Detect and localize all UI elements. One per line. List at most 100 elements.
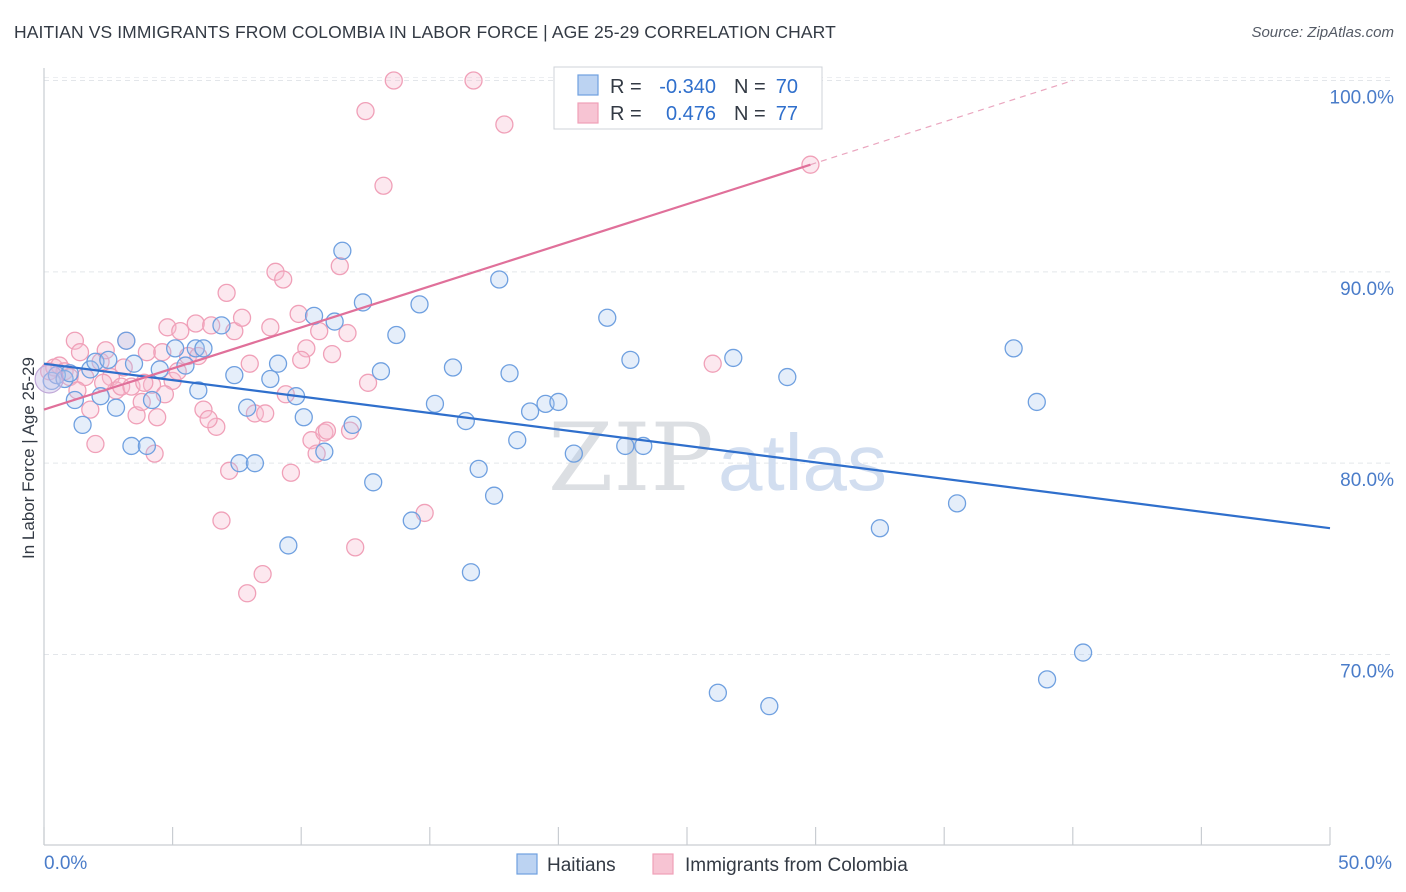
point-haitians [549,392,568,412]
point-haitians [402,511,421,530]
point-haitians [186,339,205,358]
point-colombia [297,339,316,358]
point-colombia [274,270,293,289]
point-haitians [469,459,488,479]
point-colombia [315,423,334,442]
point-haitians [364,473,383,492]
point-haitians [708,683,728,702]
point-haitians [598,308,617,327]
point-colombia [346,538,365,557]
point-haitians [99,350,118,369]
point-colombia [148,408,167,427]
y-tick-label-100: 100.0% [1330,88,1395,109]
stats-box-frame [553,66,823,130]
point-haitians [194,339,213,358]
watermark-zip: ZIP [548,404,714,513]
point-colombia [384,71,403,90]
point-haitians [142,390,162,410]
point-colombia [238,584,257,603]
point-colombia [266,262,285,281]
point-haitians [238,398,257,417]
point-haitians [137,436,157,456]
point-colombia [495,115,514,134]
point-colombia [261,318,280,337]
point-colombia [289,304,308,324]
series-colombia-points [39,71,820,603]
point-haitians [616,436,635,456]
point-haitians [189,381,208,400]
point-colombia [186,314,205,333]
point-colombia [256,404,275,423]
legend-swatch-haitians [516,853,538,875]
stats-n-value-2: 77 [776,103,798,125]
point-haitians [1004,339,1023,358]
point-colombia [292,350,311,369]
point-colombia [81,400,100,419]
point-haitians [230,454,249,473]
legend-swatch-colombia [652,853,674,875]
point-haitians [564,444,583,463]
point-haitians [870,519,890,538]
point-colombia [703,354,722,373]
point-colombia [127,406,146,425]
point-overlap-cluster [34,364,64,394]
point-haitians [176,356,195,375]
point-haitians [1027,392,1046,412]
point-haitians [333,241,352,260]
point-colombia [232,308,252,327]
y-axis-label: In Labor Force | Age 25-29 [19,357,38,559]
trend-lines [43,79,1331,530]
x-tick-label-min: 0.0% [44,853,87,874]
legend-label-haitians: Haitians [547,855,616,876]
x-tick-label-max: 50.0% [1338,853,1392,874]
stats-box: R = -0.340 N = 70 R = 0.476 N = 77 [553,66,823,130]
point-haitians [387,325,406,345]
stats-n-label-2: N = [734,103,766,125]
y-tick-labels: 70.0% 80.0% 90.0% 100.0% [1330,88,1395,683]
point-haitians [760,697,779,716]
legend: Haitians Immigrants from Colombia [516,853,908,876]
point-colombia [310,321,329,341]
point-colombia [358,373,378,392]
point-colombia [114,358,133,377]
point-colombia [217,283,236,303]
trend-line-colombia [43,163,811,411]
point-colombia [199,410,218,429]
stats-swatch-pink [577,102,599,124]
point-colombia [253,564,272,584]
point-colombia [137,343,157,362]
point-haitians [245,454,265,473]
point-haitians [122,436,141,456]
point-haitians [1037,670,1057,689]
point-colombia [464,71,483,90]
stats-r-label-2: R = [610,103,642,125]
point-haitians [456,411,475,431]
point-colombia [317,421,337,440]
trend-line-haitians [43,362,1331,530]
stats-r-value-2: 0.476 [666,103,716,125]
point-colombia [330,256,349,276]
point-haitians [410,295,429,314]
point-haitians [279,536,298,555]
point-colombia [207,417,226,436]
point-haitians [60,364,79,383]
chart-title: HAITIAN VS IMMIGRANTS FROM COLOMBIA IN L… [14,22,836,42]
point-haitians [621,350,640,369]
point-colombia [240,354,259,373]
point-haitians [1073,643,1093,662]
point-haitians [225,366,244,385]
point-colombia [65,331,85,350]
point-haitians [443,358,463,377]
stats-r-label-1: R = [610,76,642,98]
y-tick-label-80: 80.0% [1340,470,1394,491]
point-haitians [73,415,92,435]
point-colombia [86,434,105,454]
point-haitians [315,442,334,461]
stats-n-value-1: 70 [776,76,798,98]
point-colombia [220,461,239,480]
point-haitians [261,369,280,389]
axes [43,68,1331,846]
point-haitians [778,367,797,387]
point-haitians [500,364,519,383]
